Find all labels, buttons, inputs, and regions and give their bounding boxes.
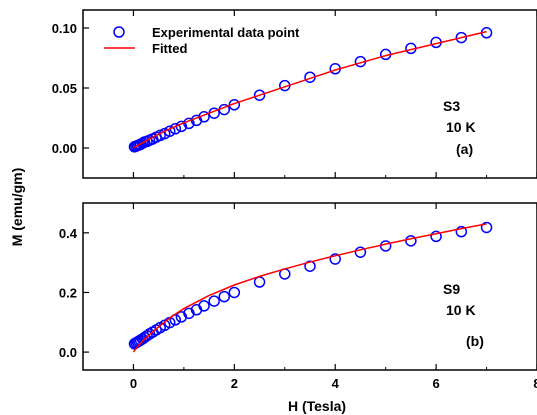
bottom-data-point xyxy=(480,221,493,234)
bottom-y-tick-label: 0.2 xyxy=(59,285,77,300)
top-y-tick-label: 0.10 xyxy=(52,21,77,36)
bottom-x-tick-label: 8 xyxy=(533,376,537,391)
annotation-sample-b: S9 xyxy=(443,281,460,297)
legend-marker-data xyxy=(113,26,125,38)
bottom-data-point xyxy=(218,290,230,303)
bottom-x-tick-label: 4 xyxy=(332,376,340,391)
bottom-data-point xyxy=(379,240,392,252)
bottom-x-tick-label: 6 xyxy=(432,376,439,391)
annotation-temp-a: 10 K xyxy=(446,119,476,135)
bottom-y-tick-label: 0.0 xyxy=(59,345,77,360)
legend-label-data: Experimental data point xyxy=(152,25,300,40)
legend: Experimental data point Fitted xyxy=(104,25,300,56)
bottom-data-point xyxy=(329,253,341,265)
y-axis-title: M (emu/gm) xyxy=(9,168,25,247)
annotation-temp-b: 10 K xyxy=(446,302,476,318)
top-y-tick-label: 0.05 xyxy=(52,81,77,96)
bottom-data-point xyxy=(198,300,210,312)
annotation-panel-a: (a) xyxy=(456,141,473,157)
bottom-data-point xyxy=(253,276,266,288)
bottom-data-point xyxy=(430,230,442,243)
annotation-sample-a: S3 xyxy=(443,98,460,114)
top-data-point xyxy=(455,31,468,44)
bottom-y-tick-label: 0.4 xyxy=(59,226,78,241)
bottom-data-point xyxy=(208,295,220,307)
top-y-tick-label: 0.00 xyxy=(52,141,77,156)
x-axis-title: H (Tesla) xyxy=(288,398,346,414)
top-fit-line xyxy=(133,30,487,149)
top-data-point xyxy=(253,89,266,101)
panel-bottom: 0 2 4 6 8 0.0 0.2 0.4 xyxy=(59,202,537,391)
annotation-panel-b: (b) xyxy=(466,333,484,349)
bottom-plot-frame xyxy=(82,202,537,371)
bottom-data-point xyxy=(304,260,316,272)
bottom-x-tick-label: 2 xyxy=(231,376,238,391)
panel-top: 0.00 0.05 0.10 xyxy=(52,9,537,179)
bottom-x-tick-label: 0 xyxy=(130,376,137,391)
bottom-fit-line xyxy=(132,223,487,353)
bottom-data-point xyxy=(455,225,468,238)
bottom-data-point xyxy=(228,286,241,299)
bottom-data-point xyxy=(354,246,367,258)
top-plot-frame xyxy=(82,9,537,179)
bottom-data-point xyxy=(405,235,417,247)
legend-label-fit: Fitted xyxy=(152,41,187,56)
